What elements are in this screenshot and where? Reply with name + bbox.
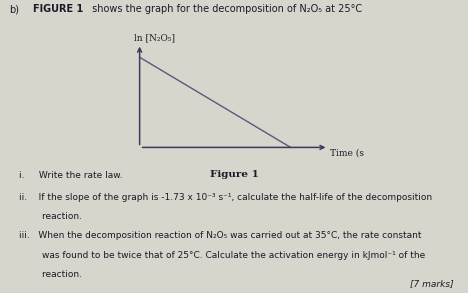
Text: [7 marks]: [7 marks] bbox=[410, 280, 454, 289]
Text: iii.   When the decomposition reaction of N₂O₅ was carried out at 35°C, the rate: iii. When the decomposition reaction of … bbox=[19, 231, 421, 241]
Text: was found to be twice that of 25°C. Calculate the activation energy in kJmol⁻¹ o: was found to be twice that of 25°C. Calc… bbox=[19, 251, 425, 260]
Text: ln [N₂O₅]: ln [N₂O₅] bbox=[134, 33, 176, 42]
Text: reaction.: reaction. bbox=[19, 212, 82, 222]
Text: Time (s: Time (s bbox=[330, 148, 364, 157]
Text: Figure 1: Figure 1 bbox=[210, 170, 258, 179]
Text: shows the graph for the decomposition of N₂O₅ at 25°C: shows the graph for the decomposition of… bbox=[89, 4, 362, 14]
Text: FIGURE 1: FIGURE 1 bbox=[33, 4, 83, 14]
Text: reaction.: reaction. bbox=[19, 270, 82, 279]
Text: ii.    If the slope of the graph is -1.73 x 10⁻³ s⁻¹, calculate the half-life of: ii. If the slope of the graph is -1.73 x… bbox=[19, 193, 432, 202]
Text: i.     Write the rate law.: i. Write the rate law. bbox=[19, 171, 122, 180]
Text: b): b) bbox=[9, 4, 19, 14]
